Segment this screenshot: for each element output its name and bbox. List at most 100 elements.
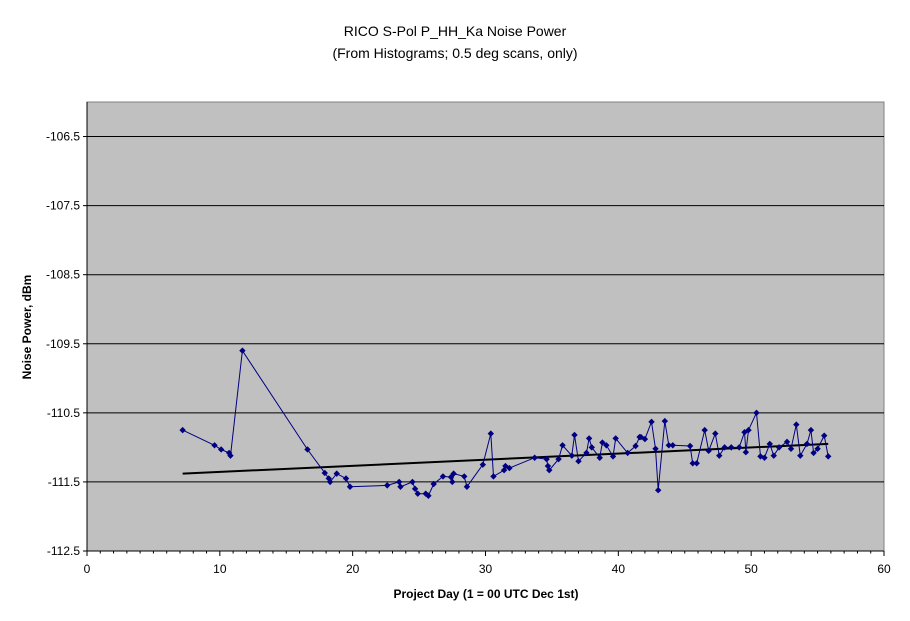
data-point	[793, 421, 800, 428]
series-group	[179, 347, 832, 499]
data-point	[227, 452, 234, 459]
data-point	[395, 478, 403, 486]
data-point	[825, 453, 832, 460]
data-point	[490, 473, 497, 480]
data-point	[239, 347, 246, 354]
data-point	[632, 442, 639, 450]
y-tick-label: -109.5	[46, 337, 80, 351]
data-point	[531, 454, 538, 461]
trendline	[182, 442, 829, 475]
y-tick-label: -106.5	[46, 130, 80, 144]
data-point	[544, 462, 552, 470]
data-point	[648, 418, 655, 426]
data-point	[770, 452, 777, 459]
data-point	[397, 483, 404, 490]
x-tick-label: 50	[744, 562, 758, 576]
data-point	[624, 449, 631, 457]
data-point	[775, 444, 783, 451]
data-point	[654, 487, 662, 494]
y-axis-label: Noise Power, dBm	[20, 275, 34, 380]
trendline-group	[182, 442, 829, 475]
data-point	[693, 460, 700, 467]
data-point	[384, 482, 391, 489]
data-point	[571, 431, 578, 439]
data-point	[450, 470, 457, 477]
y-tick-label: -112.5	[47, 544, 80, 558]
data-point	[559, 442, 566, 449]
data-point	[612, 435, 619, 442]
x-axis-label: Project Day (1 = 00 UTC Dec 1st)	[393, 587, 578, 601]
plot-area	[86, 101, 885, 552]
data-point	[463, 483, 471, 490]
data-point	[596, 454, 603, 461]
y-tick-label: -111.5	[48, 475, 81, 489]
data-point	[787, 445, 795, 452]
data-point	[821, 432, 828, 439]
data-point	[211, 442, 218, 449]
y-tick-label: -110.5	[47, 406, 80, 420]
data-point	[414, 490, 421, 497]
y-axis: -106.5 -107.5 -108.5 -109.5 -110.5 -111.5 -112…	[46, 102, 88, 558]
data-point	[814, 445, 821, 452]
data-point	[745, 426, 752, 434]
data-point	[661, 417, 669, 425]
data-point	[641, 435, 649, 443]
data-point	[583, 449, 590, 457]
data-point	[449, 478, 456, 486]
data-point	[546, 466, 553, 474]
data-point	[761, 454, 768, 461]
data-point	[304, 446, 311, 453]
data-point	[555, 455, 562, 463]
data-point	[810, 449, 817, 457]
data-point	[712, 430, 719, 437]
data-point	[669, 442, 676, 449]
data-point	[425, 492, 432, 499]
data-point	[543, 455, 550, 463]
data-point	[783, 438, 791, 446]
data-point	[721, 444, 728, 451]
data-point	[588, 444, 595, 451]
data-point	[803, 440, 811, 448]
data-point	[599, 439, 606, 446]
data-point	[652, 445, 659, 452]
x-tick-label: 40	[612, 562, 626, 576]
data-point	[807, 426, 815, 434]
y-tick-label: -108.5	[46, 268, 80, 282]
data-point	[487, 430, 495, 437]
data-point	[321, 469, 328, 477]
x-axis: 0 10 20 30 40 50 60	[84, 550, 891, 576]
data-point	[461, 473, 468, 480]
data-point	[742, 449, 750, 456]
x-tick-label: 20	[346, 562, 360, 576]
data-point	[409, 478, 416, 486]
data-point	[689, 460, 696, 467]
data-point	[575, 458, 582, 465]
x-tick-label: 10	[213, 562, 227, 576]
data-point	[766, 440, 773, 448]
data-point	[753, 409, 760, 417]
data-point	[701, 426, 708, 434]
data-point	[603, 442, 610, 449]
data-point	[217, 446, 225, 453]
data-point	[411, 485, 419, 493]
data-point	[326, 478, 334, 486]
y-tick-label: -107.5	[46, 199, 80, 213]
x-tick-label: 0	[84, 562, 91, 576]
chart-subtitle: (From Histograms; 0.5 deg scans, only)	[332, 45, 577, 61]
data-point	[439, 473, 447, 480]
data-point	[705, 447, 712, 455]
data-point	[568, 452, 576, 459]
data-point	[716, 452, 723, 459]
x-tick-label: 30	[479, 562, 493, 576]
data-point	[179, 426, 186, 434]
data-point	[797, 452, 804, 459]
data-point	[637, 433, 645, 441]
x-tick-label: 60	[877, 562, 891, 576]
data-point	[585, 435, 593, 442]
data-point	[346, 483, 354, 490]
data-point	[736, 444, 743, 451]
chart-title: RICO S-Pol P_HH_Ka Noise Power	[344, 23, 567, 39]
data-point	[430, 480, 437, 488]
data-point	[728, 444, 735, 451]
